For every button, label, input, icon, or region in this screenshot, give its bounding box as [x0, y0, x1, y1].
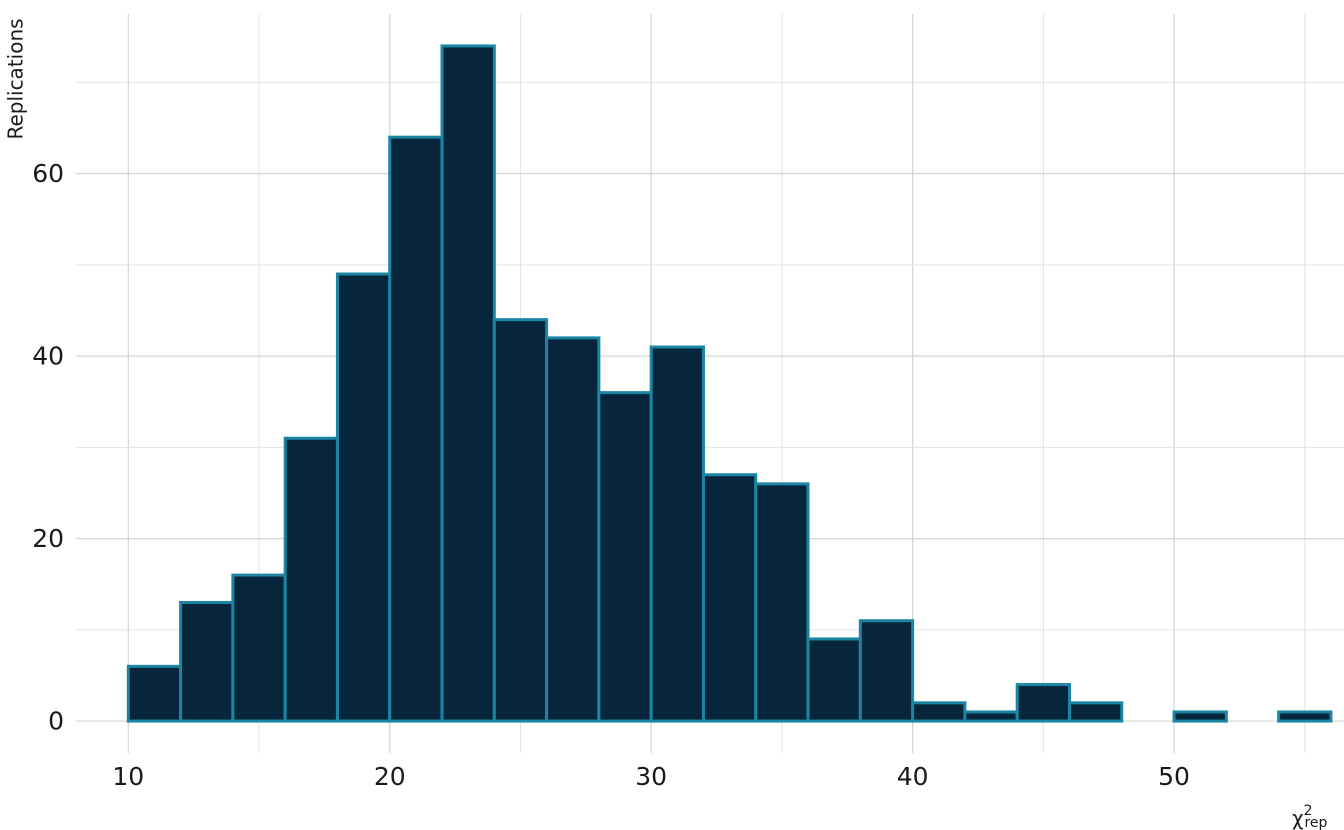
- histogram-bar: [126, 664, 183, 723]
- histogram-bar: [754, 482, 810, 723]
- x-axis-title: χ2 rep: [1292, 803, 1328, 830]
- histogram-bar: [545, 336, 601, 723]
- histogram-bar: [440, 44, 496, 723]
- histogram-bar: [701, 473, 758, 723]
- y-axis-ticks: 0 20 40 60: [32, 159, 64, 735]
- histogram-bar: [283, 436, 339, 723]
- histogram-bar: [492, 318, 549, 723]
- x-axis-title-main: χ: [1292, 806, 1304, 830]
- histogram-bar: [179, 600, 235, 723]
- histogram-bar: [911, 701, 967, 723]
- x-axis-title-superscript: 2: [1304, 803, 1313, 819]
- x-tick-label: 20: [374, 762, 406, 791]
- histogram-bar: [1015, 683, 1071, 723]
- x-axis-ticks: 10 20 30 40 50: [112, 762, 1190, 791]
- x-axis-title-subscript: rep: [1304, 815, 1327, 830]
- histogram-bar: [388, 135, 444, 723]
- histogram-bar: [963, 710, 1019, 723]
- histogram-bar: [1277, 710, 1333, 723]
- histogram-bar: [335, 272, 392, 723]
- histogram-bar: [1067, 701, 1124, 723]
- x-tick-label: 10: [112, 762, 144, 791]
- histogram-bar: [649, 345, 705, 723]
- y-tick-label: 60: [32, 159, 64, 188]
- histogram-bar: [806, 637, 862, 723]
- x-tick-label: 40: [897, 762, 929, 791]
- y-tick-label: 40: [32, 342, 64, 371]
- y-axis-title: Replications: [4, 18, 28, 139]
- histogram-bar: [1172, 710, 1228, 723]
- histogram-bar: [231, 573, 287, 723]
- y-tick-label: 20: [32, 524, 64, 553]
- histogram-bar: [858, 619, 915, 723]
- x-tick-label: 50: [1158, 762, 1190, 791]
- y-tick-label: 0: [48, 707, 64, 736]
- histogram-bar: [597, 391, 653, 723]
- x-tick-label: 30: [635, 762, 667, 791]
- bars: [126, 44, 1333, 723]
